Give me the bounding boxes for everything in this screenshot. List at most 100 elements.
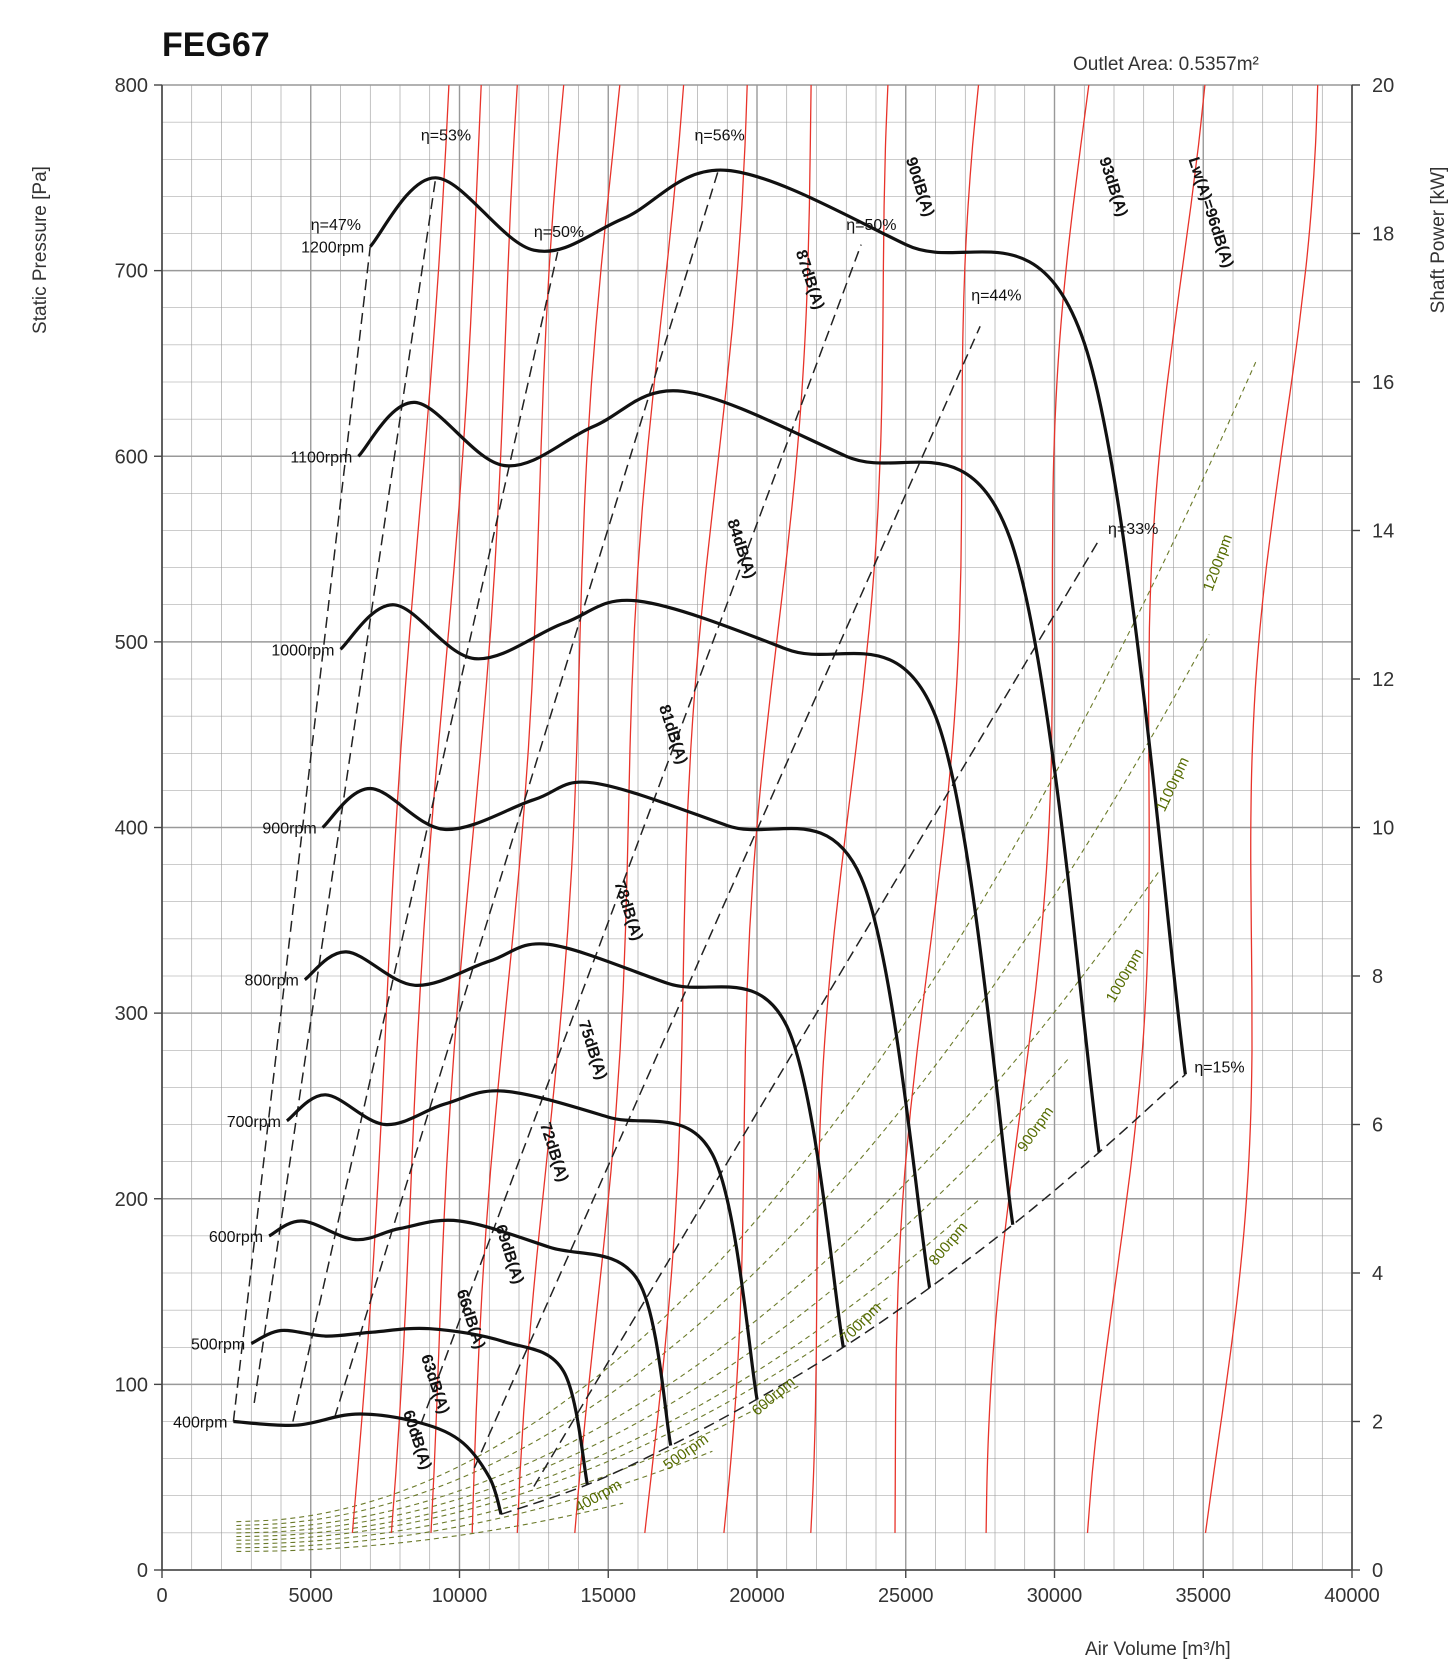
x-tick-label: 40000 <box>1324 1585 1380 1607</box>
efficiency-label: η=15% <box>1194 1060 1244 1077</box>
efficiency-label: η=50% <box>846 217 896 234</box>
x-tick-label: 10000 <box>432 1585 488 1607</box>
power-curve <box>236 1450 713 1549</box>
y-tick-label: 400 <box>115 818 148 840</box>
power-curve <box>236 1057 1070 1534</box>
efficiency-line <box>333 170 720 1419</box>
chart-title: FEG67 <box>162 26 270 64</box>
noise-label: 90dB(A) <box>902 155 937 219</box>
y2-tick-label: 14 <box>1372 521 1394 543</box>
power-curve <box>236 634 1210 1527</box>
y2-tick-label: 2 <box>1372 1412 1383 1434</box>
noise-label: 93dB(A) <box>1095 155 1130 219</box>
power-curve <box>236 359 1258 1523</box>
power-curve <box>236 1294 892 1541</box>
noise-label: 81dB(A) <box>655 703 690 767</box>
noise-curve <box>390 84 482 1533</box>
y-tick-label: 200 <box>115 1189 148 1211</box>
noise-curve <box>894 84 980 1533</box>
noise-label: 72dB(A) <box>536 1120 571 1184</box>
y-tick-label: 700 <box>115 261 148 283</box>
pressure-curve <box>233 1412 503 1515</box>
noise-curve <box>810 84 889 1533</box>
rpm-label: 500rpm <box>191 1337 245 1354</box>
x-tick-label: 15000 <box>580 1585 636 1607</box>
pressure-curve <box>285 1089 759 1400</box>
x-tick-label: 5000 <box>289 1585 334 1607</box>
noise-curve <box>985 84 1090 1533</box>
x-axis-label: Air Volume [m³/h] <box>1085 1639 1231 1660</box>
noise-curve <box>1204 84 1319 1533</box>
noise-label: 66dB(A) <box>453 1288 488 1352</box>
efficiency-label: η=33% <box>1108 521 1158 538</box>
rpm-label: 600rpm <box>209 1229 263 1246</box>
noise-label: 60dB(A) <box>399 1408 434 1472</box>
power-label: 1100rpm <box>1153 755 1193 815</box>
efficiency-label: η=56% <box>695 128 745 145</box>
efficiency-lines <box>232 170 1186 1516</box>
rpm-label: 1100rpm <box>290 449 352 466</box>
y-tick-label: 500 <box>115 632 148 654</box>
efficiency-line <box>292 251 559 1422</box>
efficiency-label: η=50% <box>534 224 584 241</box>
axes: 0 5000 10000 15000 20000 25000 30000 35000 40000… <box>115 75 1395 1607</box>
y-tick-label: 0 <box>137 1560 148 1582</box>
efficiency-label: η=47% <box>311 217 361 234</box>
y2-tick-label: 10 <box>1372 818 1394 840</box>
noise-curve <box>351 84 450 1533</box>
x-tick-label: 25000 <box>878 1585 934 1607</box>
efficiency-label: η=44% <box>971 287 1021 304</box>
outlet-area-label: Outlet Area: 0.5357m² <box>1073 54 1259 75</box>
pressure-curve <box>321 780 932 1289</box>
power-label: 700rpm <box>837 1299 885 1347</box>
x-tick-label: 20000 <box>729 1585 785 1607</box>
efficiency-line <box>473 326 981 1469</box>
rpm-label: 900rpm <box>262 821 316 838</box>
noise-curve <box>1086 84 1206 1533</box>
power-label: 1000rpm <box>1103 946 1147 1006</box>
noise-curve <box>723 84 812 1533</box>
y2-tick-label: 20 <box>1372 75 1394 97</box>
power-curves <box>236 359 1258 1552</box>
noise-label: 84dB(A) <box>723 517 758 581</box>
y2-tick-label: 8 <box>1372 966 1383 988</box>
noise-curve <box>430 84 518 1533</box>
y-tick-label: 800 <box>115 75 148 97</box>
power-label: 1200rpm <box>1200 532 1236 593</box>
y2-tick-label: 18 <box>1372 224 1394 246</box>
curve-labels: 400rpm 500rpm 600rpm 700rpm 800rpm 900rpm 1000… <box>173 128 1244 1517</box>
noise-curves <box>351 84 1319 1533</box>
y2-tick-label: 6 <box>1372 1115 1383 1137</box>
pressure-curve <box>250 1326 589 1485</box>
power-curve <box>236 1198 981 1538</box>
power-label: 400rpm <box>572 1476 625 1516</box>
power-curve <box>236 1383 802 1545</box>
y2-tick-label: 0 <box>1372 1560 1383 1582</box>
y-tick-label: 600 <box>115 446 148 468</box>
y-tick-label: 300 <box>115 1003 148 1025</box>
y2-axis-label: Shaft Power [kW] <box>1428 167 1449 314</box>
y-axis-label: Static Pressure [Pa] <box>30 166 51 334</box>
pressure-curve <box>268 1218 673 1446</box>
y2-tick-label: 12 <box>1372 669 1394 691</box>
efficiency-line <box>533 539 1100 1487</box>
noise-label: Lw(A)=96dB(A) <box>1185 155 1237 270</box>
noise-label: 78dB(A) <box>610 879 645 943</box>
noise-curve <box>574 84 685 1533</box>
pressure-curve <box>369 168 1187 1075</box>
noise-curve <box>644 84 748 1533</box>
x-tick-label: 30000 <box>1027 1585 1083 1607</box>
x-tick-label: 0 <box>156 1585 167 1607</box>
rpm-label: 800rpm <box>245 973 299 990</box>
y-tick-label: 100 <box>115 1374 148 1396</box>
pressure-curves <box>233 168 1187 1515</box>
y2-tick-label: 4 <box>1372 1263 1383 1285</box>
y2-tick-label: 16 <box>1372 372 1394 394</box>
power-curve <box>236 1502 624 1552</box>
x-tick-label: 35000 <box>1175 1585 1231 1607</box>
noise-label: 87dB(A) <box>792 248 827 312</box>
efficiency-line-15 <box>500 1073 1186 1516</box>
rpm-label: 1200rpm <box>301 239 364 256</box>
efficiency-line <box>414 244 862 1441</box>
